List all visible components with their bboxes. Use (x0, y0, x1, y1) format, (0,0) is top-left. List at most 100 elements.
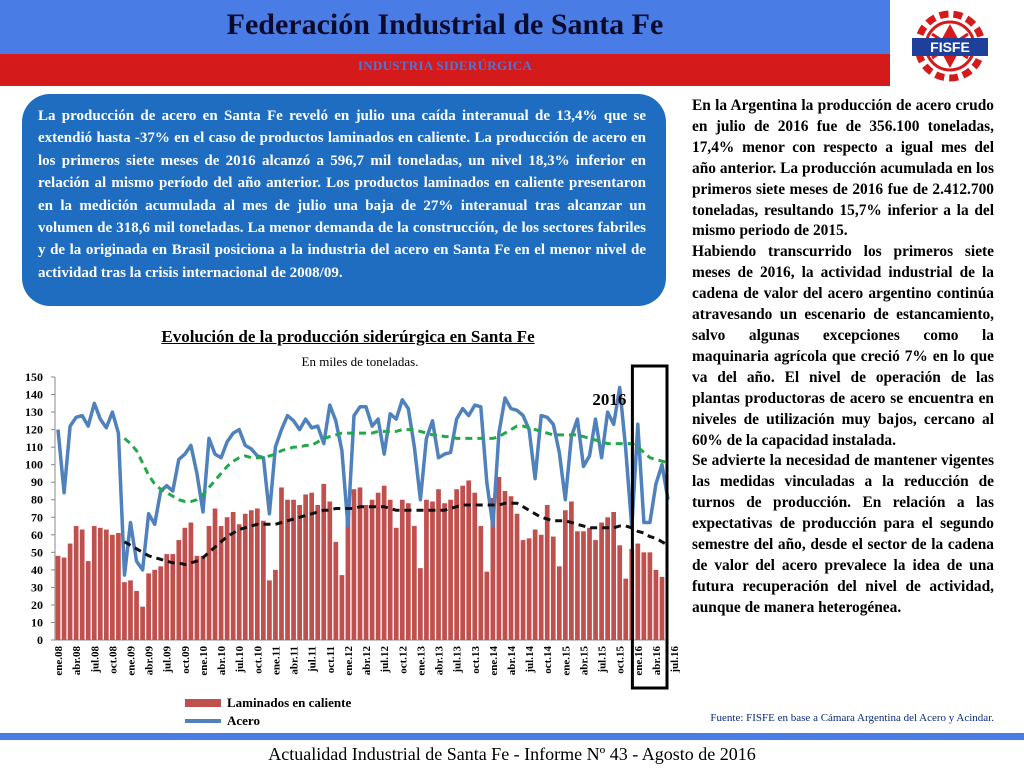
bar (303, 494, 308, 640)
bar (188, 522, 194, 640)
source-note: Fuente: FISFE en base a Cámara Argentina… (710, 712, 994, 724)
bar (490, 497, 496, 640)
bar (79, 529, 85, 640)
x-tick-label: abr.09 (144, 646, 156, 676)
bar (164, 554, 170, 640)
bar (357, 487, 363, 640)
x-tick-label: ene.13 (415, 646, 427, 676)
x-tick-label: abr.14 (506, 646, 518, 676)
bar (436, 489, 441, 640)
x-tick-label: oct.08 (107, 646, 119, 674)
chart-title: Evolución de la producción siderúrgica e… (161, 327, 535, 346)
highlight-2016-label: 2016 (592, 390, 626, 409)
y-tick-label: 0 (37, 633, 43, 647)
bar (333, 541, 339, 640)
y-tick-label: 60 (31, 528, 43, 542)
bar (484, 571, 490, 640)
trend-line-laminados (123, 501, 669, 567)
bar (647, 552, 653, 640)
bar (405, 503, 411, 640)
bar (345, 504, 351, 640)
footer-text: Actualidad Industrial de Santa Fe - Info… (268, 744, 756, 764)
right-paragraph-2: Habiendo transcurrido los primeros siete… (692, 243, 994, 449)
bar (140, 606, 145, 640)
bar (152, 569, 158, 640)
x-tick-label: ene.12 (343, 646, 355, 676)
trend-line-acero (123, 424, 669, 503)
bar (273, 569, 278, 640)
x-tick-label: abr.11 (289, 646, 301, 675)
legend-label-laminados: Laminados en caliente (227, 695, 352, 710)
x-tick-label: jul.12 (379, 646, 391, 674)
y-tick-label: 90 (31, 475, 43, 489)
bar (218, 526, 224, 640)
bar (599, 522, 604, 640)
bar (472, 492, 478, 640)
bar (321, 483, 327, 640)
bar (309, 492, 315, 640)
y-tick-label: 110 (26, 440, 43, 454)
x-tick-label: jul.11 (307, 646, 319, 673)
bar (575, 531, 580, 640)
legend-swatch-bar (185, 699, 221, 707)
bar (85, 561, 91, 640)
bar (514, 513, 520, 640)
bar (206, 526, 212, 640)
bar (653, 569, 659, 640)
y-tick-label: 10 (31, 615, 43, 629)
bar (502, 490, 508, 640)
bar (170, 554, 176, 640)
bar (224, 517, 230, 640)
summary-text: La producción de acero en Santa Fe revel… (38, 108, 646, 281)
bar (508, 496, 514, 640)
y-tick-label: 80 (31, 493, 43, 507)
x-tick-label: ene.11 (270, 646, 282, 675)
bar (424, 499, 429, 640)
bar (544, 504, 550, 640)
bar (73, 526, 79, 640)
bar (339, 575, 345, 640)
x-tick-label: abr.16 (651, 646, 663, 676)
x-tick-label: oct.15 (615, 646, 627, 674)
bar (460, 485, 466, 640)
bar (611, 512, 617, 640)
bar (248, 510, 254, 640)
bar (297, 504, 302, 640)
bar (200, 555, 206, 640)
highlight-2016-box (630, 364, 669, 690)
x-tick-label: oct.11 (325, 646, 337, 673)
bar (399, 499, 405, 640)
bar (110, 534, 115, 640)
bar (291, 499, 296, 640)
bar (375, 492, 381, 640)
x-tick-label: oct.13 (470, 646, 482, 674)
bar (91, 526, 97, 640)
bar (267, 580, 272, 640)
bar (61, 557, 67, 640)
x-tick-label: abr.10 (216, 646, 228, 676)
x-tick-label: jul.16 (669, 646, 680, 674)
x-tick-label: abr.15 (578, 646, 590, 676)
bar (605, 517, 610, 640)
bar (369, 499, 375, 640)
y-tick-label: 20 (31, 598, 43, 612)
x-tick-label: abr.08 (71, 646, 83, 676)
bar (581, 531, 586, 640)
x-tick-label: oct.14 (542, 646, 554, 674)
bar (478, 526, 484, 640)
bar (55, 555, 61, 640)
bar (381, 485, 387, 640)
bar (103, 529, 109, 640)
bar (261, 520, 266, 640)
bar (134, 590, 139, 640)
bar (418, 568, 423, 640)
bar (327, 501, 333, 640)
bar (128, 580, 133, 640)
bar (315, 504, 321, 640)
y-tick-label: 150 (25, 370, 43, 384)
summary-box (22, 94, 666, 306)
legend-item-laminados: Laminados en caliente (185, 694, 351, 712)
x-tick-label: jul.15 (597, 646, 609, 674)
bar (387, 499, 393, 640)
x-tick-label: ene.16 (633, 646, 645, 676)
